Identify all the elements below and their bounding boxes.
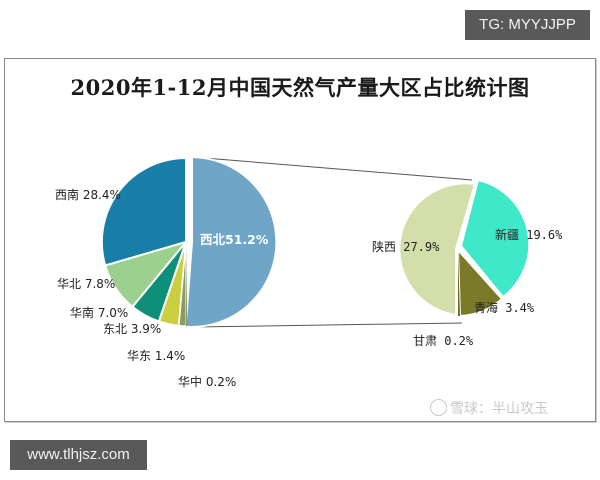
- sub-pie: [398, 178, 531, 318]
- label-shaanxi: 陕西 27.9%: [372, 240, 440, 254]
- label-xibei: 西北51.2%: [200, 232, 269, 247]
- slice-xinan: [100, 156, 187, 267]
- slice-shaanxi: [398, 182, 477, 317]
- label-xinan: 西南 28.4%: [55, 188, 121, 202]
- label-huazhong: 华中 0.2%: [178, 375, 237, 389]
- site-url-badge: www.tlhjsz.com: [10, 440, 147, 470]
- label-dongbei: 东北 3.9%: [103, 322, 162, 336]
- connector-line-bottom: [191, 322, 463, 328]
- label-huadong: 华东 1.4%: [127, 349, 186, 363]
- connector-line-top: [191, 156, 473, 181]
- xueqiu-watermark: 雪球：半山攻玉: [430, 398, 548, 418]
- slice-huadong: [178, 241, 188, 327]
- main-pie: [100, 155, 278, 328]
- slice-xinjiang: [459, 178, 531, 299]
- slice-xibei: [184, 155, 278, 328]
- label-huanan: 华南 7.0%: [70, 306, 129, 320]
- xueqiu-logo-icon: [430, 399, 447, 416]
- watermark-text: 雪球：半山攻玉: [450, 401, 548, 417]
- tg-watermark-badge: TG: MYYJJPP: [465, 10, 590, 40]
- chart-title: 2020年1-12月中国天然气产量大区占比统计图: [70, 75, 530, 100]
- label-huabei: 华北 7.8%: [57, 277, 116, 291]
- label-qinghai: 青海 3.4%: [474, 301, 535, 315]
- label-xinjiang: 新疆 19.6%: [495, 228, 563, 242]
- label-gansu: 甘肃 0.2%: [413, 334, 474, 348]
- slice-qinghai: [456, 247, 504, 318]
- slice-huazhong: [186, 242, 188, 327]
- slice-gansu: [458, 250, 460, 317]
